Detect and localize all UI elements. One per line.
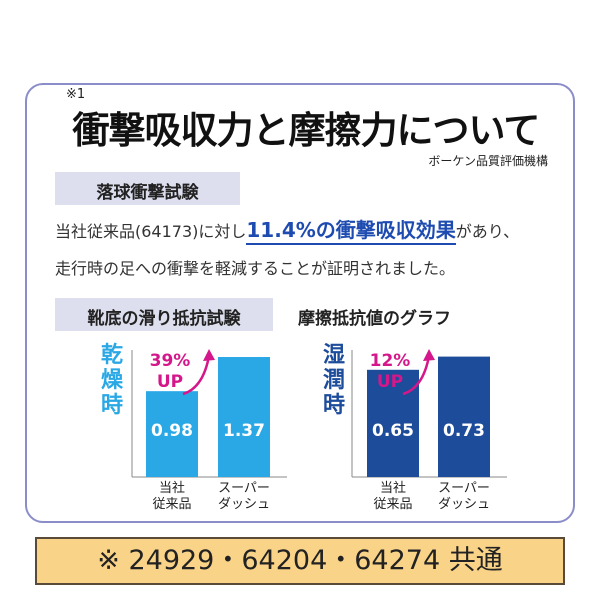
result-line-1-post: があり、 xyxy=(455,222,520,241)
graph-title: 摩擦抵抗値のグラフ xyxy=(298,309,451,329)
page-title: 衝撃吸収力と摩擦力について xyxy=(72,109,541,152)
organization-name: ボーケン品質評価機構 xyxy=(428,154,548,168)
result-line-2: 走行時の足への衝撃を軽減することが証明されました。 xyxy=(55,259,456,278)
result-line-1-pre: 当社従来品(64173)に対し xyxy=(55,222,247,241)
result-highlight: 11.4%の衝撃吸収効果 xyxy=(246,218,456,245)
section-label-drop-test: 落球衝撃試験 xyxy=(55,172,240,205)
result-line-1: 当社従来品(64173)に対し11.4%の衝撃吸収効果があり、 xyxy=(55,214,520,245)
footnote-mark: ※1 xyxy=(66,87,86,102)
section-label-slip-test: 靴底の滑り抵抗試験 xyxy=(55,298,273,331)
footer-note: ※ 24929・64204・64274 共通 xyxy=(35,537,565,585)
